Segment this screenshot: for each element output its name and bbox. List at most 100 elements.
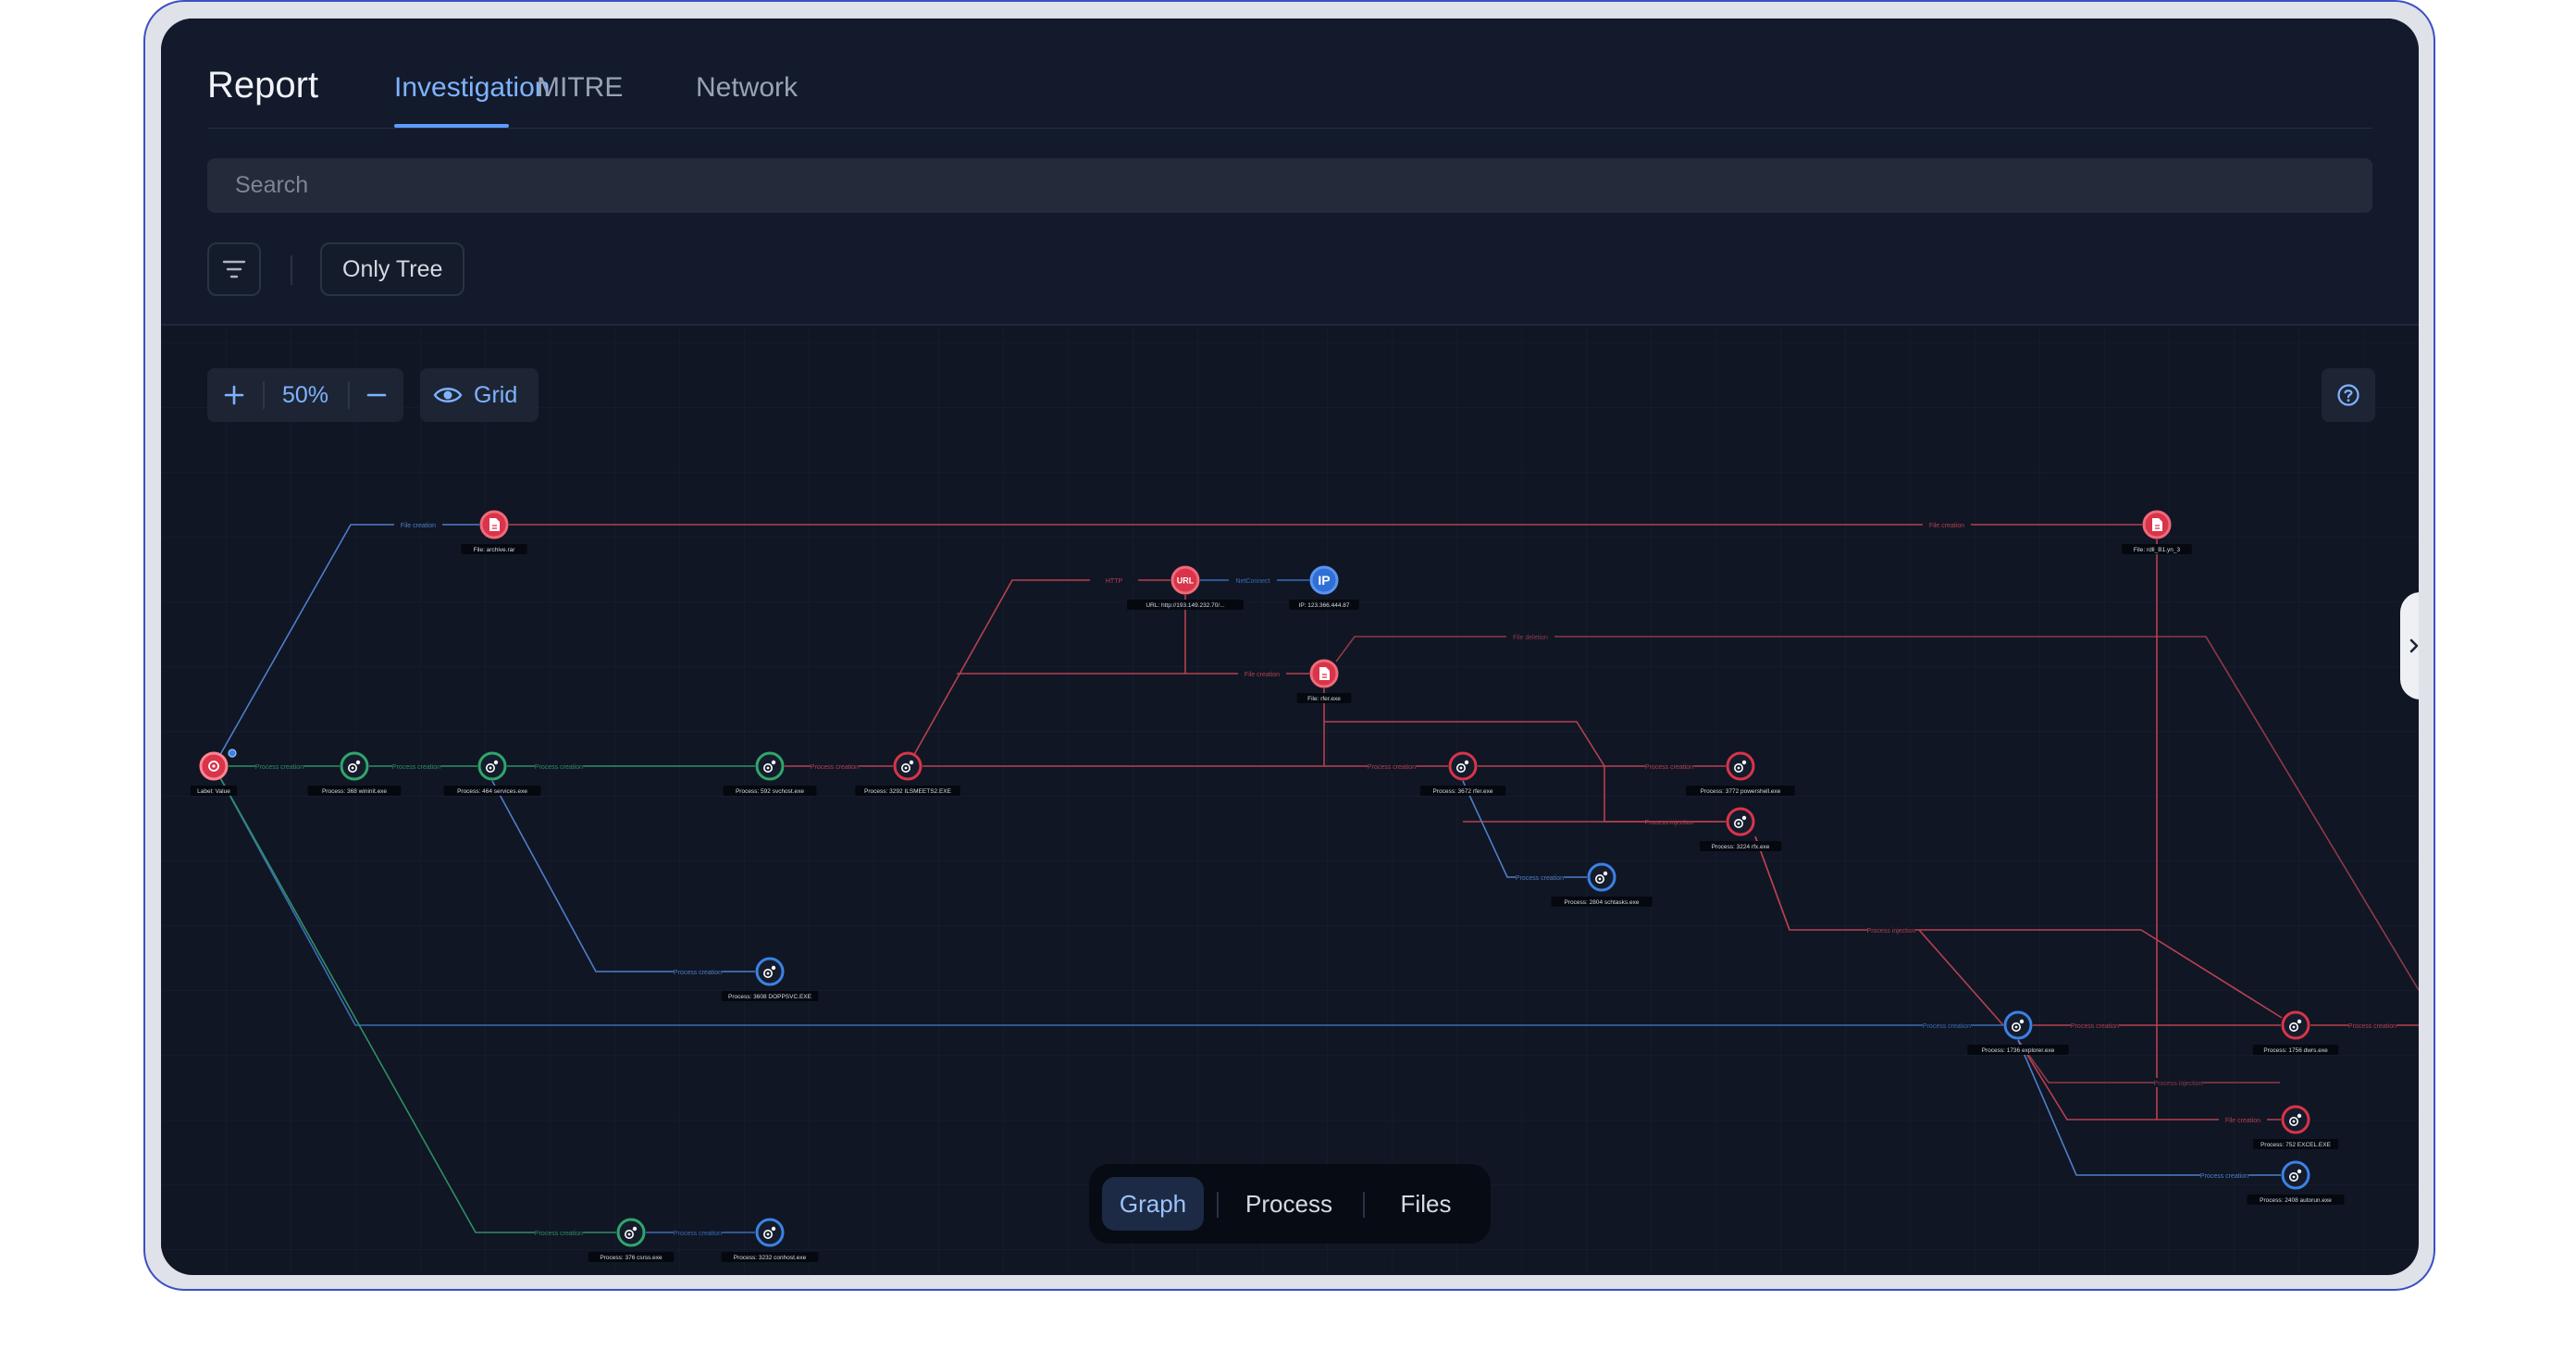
edge-label: File creation [1245,672,1280,678]
node-caption-bg [307,786,402,796]
edge-label: File creation [401,523,436,529]
zoom-separator [263,381,265,409]
edge-label: Process creation [1516,875,1564,882]
process-node[interactable]: Process: 1736 explorer.exe [1967,1010,2069,1055]
process-node[interactable]: Process: 464 services.exe [443,751,541,796]
process-node[interactable]: Process: 2804 schtasks.exe [1551,862,1653,907]
edge-label-bg [255,761,303,771]
process-node[interactable]: Process: 3608 DOPPSVC.EXE [721,957,819,1001]
edge-label: Process creation [535,1231,583,1237]
side-panel-toggle[interactable] [2400,592,2419,700]
edge-label: Process creation [674,970,722,976]
process-gear-icon [762,965,776,979]
view-separator [1217,1192,1219,1218]
node-caption: URL: http://193.149.232.70/... [1146,602,1224,609]
view-tab-graph[interactable]: Graph [1102,1177,1204,1231]
edge-label: File creation [2225,1118,2260,1124]
edge-label: Process creation [2071,1023,2119,1030]
malicious-process-node[interactable]: Process: 3292 ILSMEETS2.EXE [855,751,960,796]
node-caption: Process: 752 EXCEL.EXE [2260,1142,2332,1148]
edge-label-bg [394,520,442,529]
malicious-process-node[interactable]: Process: 1756 dwrs.exe [2252,1010,2339,1055]
report-window: File creation File creation Process creati… [161,19,2419,1275]
label-node[interactable]: Label: Value [190,749,238,796]
process-gear-icon [762,1226,776,1240]
file-node[interactable]: File: archive.rar [461,510,527,554]
edge-label: Process creation [1368,764,1416,771]
tab-mitre[interactable]: MITRE [537,72,624,103]
edge-label-bg [2200,1170,2248,1180]
badge-dot [228,749,237,758]
node-caption-bg [855,786,960,796]
edge-label-bg [1090,576,1138,585]
tab-investigation[interactable]: Investigation [394,72,551,103]
edge-label-bg [674,1228,722,1237]
process-gear-icon [2289,1113,2302,1127]
file-icon [1319,667,1330,680]
ip-node[interactable]: IP IP: 123.366.444.87 [1289,565,1359,610]
node-caption: Process: 464 services.exe [457,788,527,795]
zoom-out-button[interactable] [350,368,403,422]
file-node[interactable]: File: rfer.exe [1296,659,1352,703]
process-gear-icon [1595,871,1608,884]
only-tree-toggle[interactable]: Only Tree [320,242,465,296]
malicious-process-node[interactable]: Process: 3672 rfer.exe [1419,751,1506,796]
process-gear-icon [2012,1019,2025,1033]
edge-link [1918,929,2004,1026]
node-caption: Process: 376 csrss.exe [600,1255,663,1261]
file-node[interactable]: File: rdll_B1.yn_3 [2122,510,2192,554]
process-gear-icon [900,760,914,773]
process-gear-icon [2289,1019,2302,1033]
node-caption: Process: 1736 explorer.exe [1982,1047,2055,1054]
node-caption-bg [1127,600,1244,610]
node-caption-bg [721,991,819,1001]
process-node[interactable]: Process: 3232 conhost.exe [721,1218,819,1262]
view-tab-process[interactable]: Process [1245,1190,1332,1218]
malicious-process-node[interactable]: Process: 752 EXCEL.EXE [2252,1105,2339,1149]
graph-nodes: Label: Value File: archive.rar Process: 36… [190,510,2345,1262]
edge-label: Process creation [2348,1023,2396,1030]
node-caption-bg [190,786,238,796]
process-gear-icon [2289,1169,2302,1182]
zoom-in-button[interactable] [207,368,261,422]
edge-label-bg [2219,1115,2267,1124]
edge-file-creation [2017,1039,2281,1121]
view-tab-files[interactable]: Files [1400,1190,1452,1218]
malicious-process-node[interactable]: Process: 3224 rfx.exe [1699,807,1782,851]
node-caption-bg [1289,600,1359,610]
chevron-right-icon [2409,638,2419,653]
process-node[interactable]: Process: 376 csrss.exe [588,1218,675,1262]
malicious-process-node[interactable]: Process: 3772 powershell.exe [1686,751,1795,796]
node-caption-bg [1551,897,1653,907]
node-caption: File: archive.rar [474,547,516,553]
grid-toggle-button[interactable]: Grid [420,368,539,422]
help-button[interactable] [2322,368,2375,422]
search-input[interactable] [207,158,2372,213]
minus-icon [366,393,387,397]
edge-label-bg [392,761,440,771]
edge-link [1754,836,1790,931]
view-separator [1363,1192,1365,1218]
edge-label: Process injection [1867,928,1916,935]
process-gear-icon [762,760,776,773]
virus-icon [208,761,219,772]
node-caption: Process: 3672 rfer.exe [1432,788,1492,795]
edge-label-bg [2348,1021,2396,1030]
process-gear-icon [624,1226,638,1240]
process-node[interactable]: Process: 368 wininit.exe [307,751,402,796]
process-node[interactable]: Process: 2408 autorun.exe [2247,1160,2345,1205]
edge-label: Process injection [2154,1081,2203,1087]
edge-label: Process creation [2200,1173,2248,1180]
edge-label: Process injection [1645,820,1694,826]
node-caption: Process: 3608 DOPPSVC.EXE [728,994,812,1000]
node-caption: Process: 3772 powershell.exe [1701,788,1781,795]
node-caption-bg [2252,1139,2339,1149]
investigation-graph[interactable]: File creation File creation Process creati… [161,19,2419,1275]
process-node[interactable]: Process: 592 svchost.exe [723,751,817,796]
plus-icon [224,385,244,405]
tab-network[interactable]: Network [696,72,799,103]
filter-button[interactable] [207,242,261,296]
node-caption-bg [461,544,527,554]
url-node[interactable]: URL URL: http://193.149.232.70/... [1127,565,1244,610]
edge-label: Process creation [674,1231,722,1237]
